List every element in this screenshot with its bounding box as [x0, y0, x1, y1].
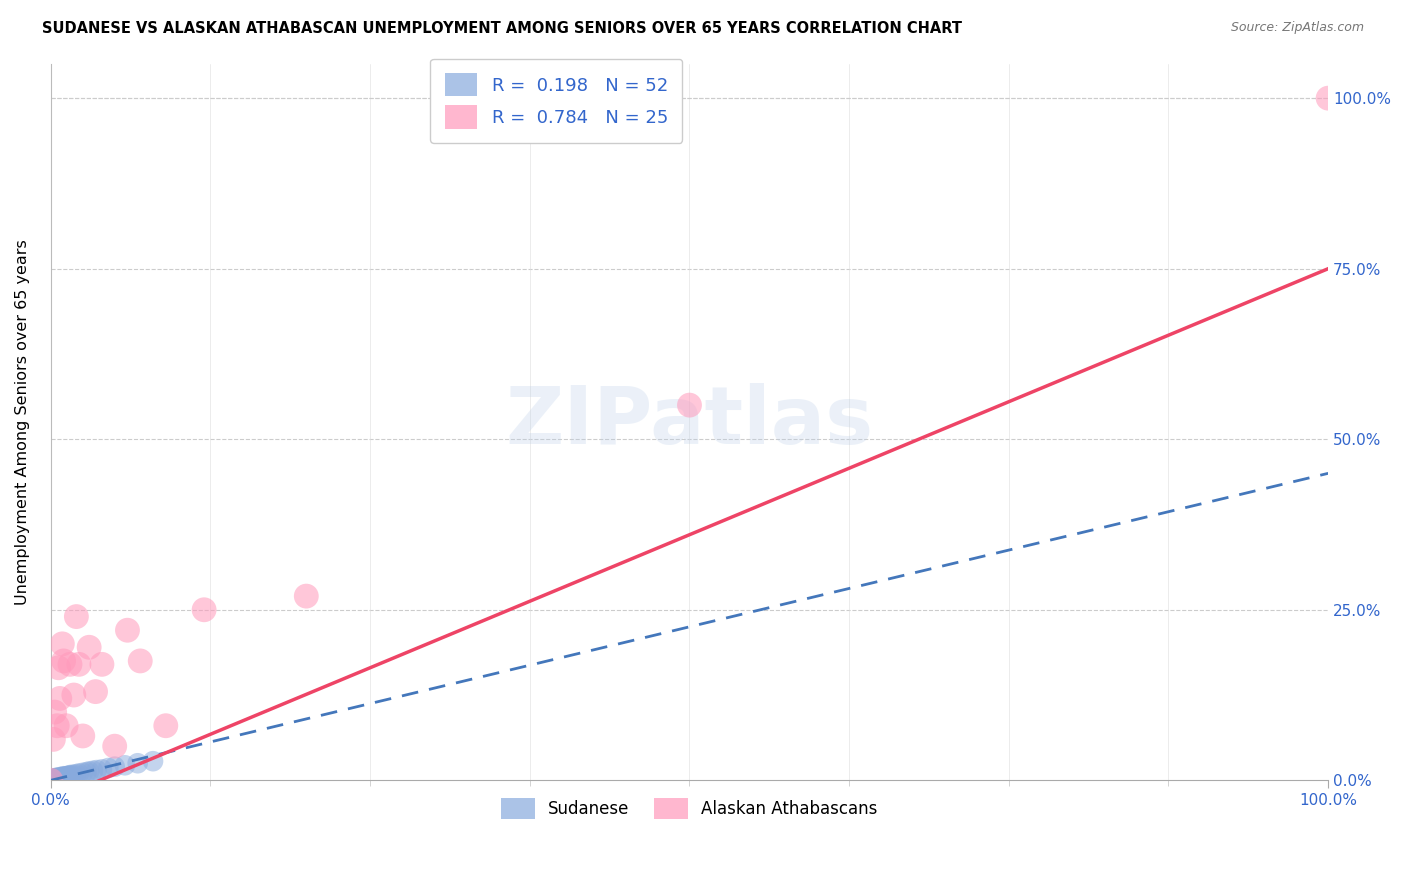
Point — [67, 657, 90, 672]
Point — [60, 768, 83, 782]
Point — [63, 768, 86, 782]
Point — [142, 754, 165, 768]
Point — [129, 654, 152, 668]
Text: Source: ZipAtlas.com: Source: ZipAtlas.com — [1230, 21, 1364, 34]
Point — [82, 764, 104, 778]
Point — [46, 719, 69, 733]
Point — [72, 729, 94, 743]
Point — [48, 771, 70, 785]
Point — [65, 767, 87, 781]
Point — [46, 771, 69, 785]
Point — [86, 763, 108, 777]
Point — [39, 773, 62, 788]
Point — [65, 609, 87, 624]
Point — [90, 763, 112, 777]
Point — [49, 770, 72, 784]
Point — [97, 761, 120, 775]
Point — [52, 654, 75, 668]
Point — [46, 771, 69, 785]
Point — [67, 766, 90, 780]
Point — [42, 772, 65, 786]
Point — [39, 773, 62, 788]
Point — [39, 773, 62, 788]
Point — [72, 765, 94, 780]
Point — [155, 719, 177, 733]
Point — [59, 768, 82, 782]
Point — [39, 773, 62, 788]
Point — [77, 764, 100, 779]
Point — [42, 732, 65, 747]
Point — [76, 765, 98, 780]
Point — [39, 773, 62, 788]
Point — [44, 772, 66, 787]
Point — [39, 773, 62, 788]
Point — [44, 771, 66, 785]
Point — [55, 719, 77, 733]
Point — [44, 705, 66, 719]
Point — [104, 739, 127, 754]
Point — [127, 756, 149, 771]
Point — [39, 773, 62, 788]
Point — [52, 769, 75, 783]
Point — [104, 759, 127, 773]
Text: ZIPatlas: ZIPatlas — [505, 384, 873, 461]
Point — [45, 771, 67, 785]
Point — [42, 772, 65, 787]
Point — [45, 772, 67, 786]
Point — [117, 624, 139, 638]
Point — [49, 771, 72, 785]
Point — [39, 773, 62, 788]
Legend: Sudanese, Alaskan Athabascans: Sudanese, Alaskan Athabascans — [495, 791, 884, 826]
Point — [193, 603, 215, 617]
Point — [59, 657, 82, 672]
Point — [55, 769, 77, 783]
Point — [39, 773, 62, 788]
Point — [51, 637, 73, 651]
Point — [48, 771, 70, 785]
Point — [114, 758, 136, 772]
Point — [58, 768, 80, 782]
Point — [56, 769, 79, 783]
Point — [49, 691, 72, 706]
Point — [1317, 91, 1340, 105]
Text: SUDANESE VS ALASKAN ATHABASCAN UNEMPLOYMENT AMONG SENIORS OVER 65 YEARS CORRELAT: SUDANESE VS ALASKAN ATHABASCAN UNEMPLOYM… — [42, 21, 962, 36]
Y-axis label: Unemployment Among Seniors over 65 years: Unemployment Among Seniors over 65 years — [15, 239, 30, 605]
Point — [49, 771, 72, 785]
Point — [46, 772, 69, 786]
Point — [90, 657, 112, 672]
Point — [53, 770, 76, 784]
Point — [52, 770, 75, 784]
Point — [39, 773, 62, 788]
Point — [63, 688, 86, 702]
Point — [295, 589, 318, 603]
Point — [84, 684, 107, 698]
Point — [39, 773, 62, 788]
Point — [39, 773, 62, 788]
Point — [77, 640, 100, 655]
Point — [39, 773, 62, 788]
Point — [51, 771, 73, 785]
Point — [678, 398, 700, 412]
Point — [48, 661, 70, 675]
Point — [39, 773, 62, 788]
Point — [39, 773, 62, 788]
Point — [39, 773, 62, 788]
